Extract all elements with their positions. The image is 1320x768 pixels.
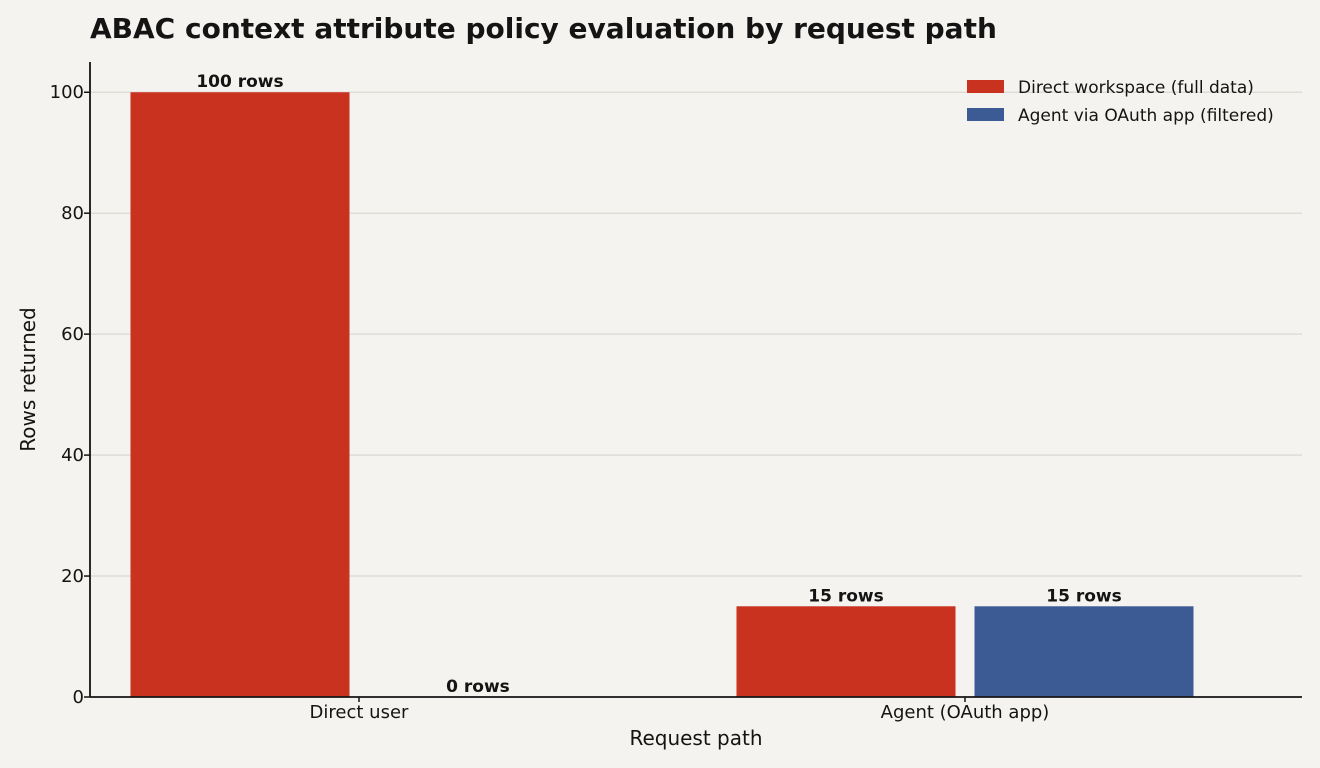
bar-value-label: 100 rows [196,72,283,92]
x-tick-label: Direct user [310,702,409,723]
y-tick-label: 100 [50,82,84,103]
legend-label: Agent via OAuth app (filtered) [1018,106,1274,126]
y-tick-label: 80 [61,203,84,224]
bar-value-label: 15 rows [808,586,883,606]
bar-value-label: 0 rows [446,677,510,697]
x-axis-title: Request path [629,726,762,750]
y-tick-label: 40 [61,445,84,466]
bar [736,606,956,697]
bar [974,606,1194,697]
chart-title: ABAC context attribute policy evaluation… [90,12,997,45]
y-tick-label: 20 [61,566,84,587]
legend-swatch [967,108,1004,121]
bar [130,92,350,697]
y-tick-label: 0 [73,687,84,708]
x-tick-label: Agent (OAuth app) [881,702,1050,723]
y-tick-label: 60 [61,324,84,345]
legend-label: Direct workspace (full data) [1018,78,1254,98]
bar-value-label: 15 rows [1046,586,1121,606]
legend-swatch [967,80,1004,93]
y-axis-title: Rows returned [16,307,40,452]
